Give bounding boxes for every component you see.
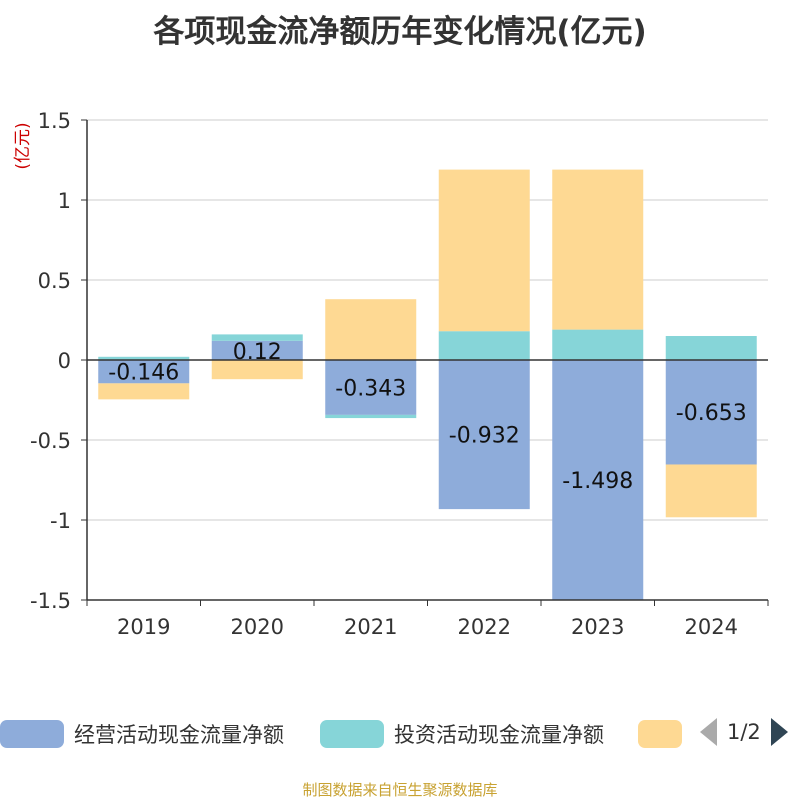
data-label: -1.498 xyxy=(562,469,633,494)
legend-next-icon[interactable] xyxy=(770,718,788,746)
bar-2023-series-0 xyxy=(552,360,644,600)
y-tick-label: -1.5 xyxy=(30,589,71,613)
data-label: -0.932 xyxy=(449,424,520,449)
x-tick-label: 2024 xyxy=(685,615,738,639)
x-tick-label: 2022 xyxy=(458,615,511,639)
y-tick-label: -1 xyxy=(50,509,71,533)
legend-label: 经营活动现金流量净额 xyxy=(74,723,284,747)
data-label: -0.653 xyxy=(676,401,747,426)
y-tick-label: 1 xyxy=(58,189,71,213)
x-tick-label: 2019 xyxy=(117,615,170,639)
y-tick-label: 0.5 xyxy=(38,269,71,293)
legend-swatch xyxy=(320,720,384,748)
legend-item-investing[interactable]: 投资活动现金流量净额 xyxy=(320,716,604,752)
y-axis-label: (亿元) xyxy=(13,122,33,169)
bar-2024-series-0 xyxy=(665,360,757,465)
legend-pager: 1/2 xyxy=(700,718,788,746)
bar-2020-series-2 xyxy=(211,360,303,380)
legend-item-financing[interactable] xyxy=(638,716,682,752)
bar-2022-series-2 xyxy=(438,169,530,332)
y-tick-label: 1.5 xyxy=(38,109,71,133)
bar-2023-series-2 xyxy=(552,169,644,330)
bar-2020-series-0 xyxy=(211,340,303,360)
bar-2019-series-1 xyxy=(98,356,190,360)
bar-2020-series-1 xyxy=(211,334,303,341)
bar-2019-series-2 xyxy=(98,383,190,400)
legend-swatch xyxy=(638,720,682,748)
bar-2019-series-0 xyxy=(98,360,190,384)
x-tick-label: 2023 xyxy=(571,615,624,639)
bar-2024-series-1 xyxy=(665,336,757,360)
y-tick-label: -0.5 xyxy=(30,429,71,453)
data-source-note: 制图数据来自恒生聚源数据库 xyxy=(302,781,498,799)
bar-2021-series-2 xyxy=(325,299,417,360)
bar-2024-series-2 xyxy=(665,464,757,518)
bar-2022-series-0 xyxy=(438,360,530,510)
bar-2021-series-1 xyxy=(325,414,417,419)
x-tick-label: 2020 xyxy=(231,615,284,639)
legend-swatch xyxy=(0,720,64,748)
legend-prev-icon[interactable] xyxy=(700,718,717,746)
bar-2022-series-1 xyxy=(438,331,530,360)
bar-2021-series-0 xyxy=(325,360,417,415)
data-label: -0.343 xyxy=(335,376,406,401)
bar-chart: 1.5 1 0.5 0 -0.5 -1 -1.5 (亿元) -0.146 2019 0.12 2020… xyxy=(13,109,769,639)
data-label: -0.146 xyxy=(108,361,179,386)
data-label: 0.12 xyxy=(233,340,282,365)
x-tick-label: 2021 xyxy=(344,615,397,639)
legend-label: 投资活动现金流量净额 xyxy=(394,723,604,747)
legend-item-operating[interactable]: 经营活动现金流量净额 xyxy=(0,716,284,752)
bar-2023-series-1 xyxy=(552,329,644,360)
y-tick-label: 0 xyxy=(58,349,71,373)
chart-title: 各项现金流净额历年变化情况(亿元) xyxy=(153,14,647,50)
legend-page-label: 1/2 xyxy=(727,720,761,744)
